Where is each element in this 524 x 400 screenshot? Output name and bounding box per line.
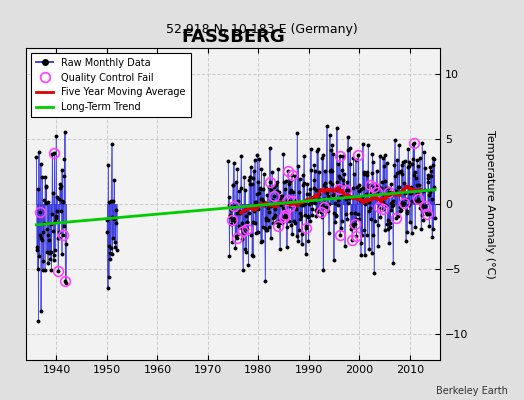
Text: Berkeley Earth: Berkeley Earth: [436, 386, 508, 396]
Legend: Raw Monthly Data, Quality Control Fail, Five Year Moving Average, Long-Term Tren: Raw Monthly Data, Quality Control Fail, …: [31, 53, 191, 117]
Text: 52.918 N, 10.183 E (Germany): 52.918 N, 10.183 E (Germany): [166, 23, 358, 36]
Title: FASSBERG: FASSBERG: [181, 28, 285, 46]
Y-axis label: Temperature Anomaly (°C): Temperature Anomaly (°C): [485, 130, 495, 278]
